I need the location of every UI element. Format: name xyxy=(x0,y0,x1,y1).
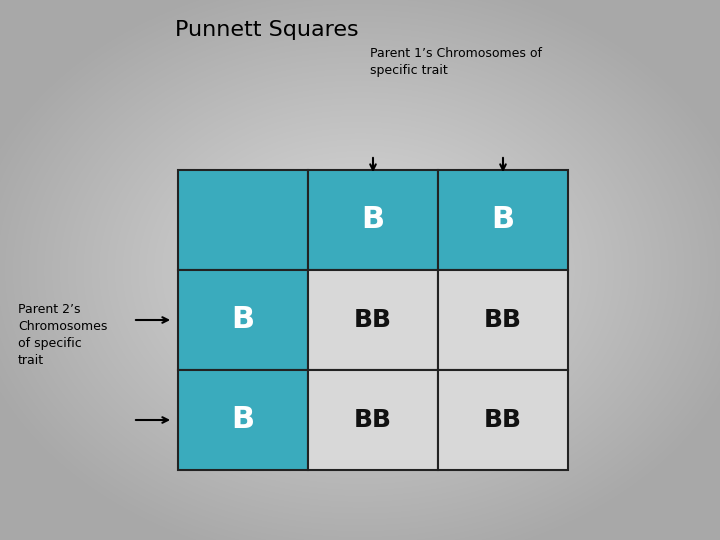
Bar xyxy=(308,270,438,370)
Text: BB: BB xyxy=(354,308,392,332)
Bar xyxy=(308,370,438,470)
Bar xyxy=(438,370,568,470)
Text: BB: BB xyxy=(484,408,522,432)
Bar xyxy=(438,270,568,370)
Text: BB: BB xyxy=(484,308,522,332)
Bar xyxy=(178,270,308,370)
Bar xyxy=(438,170,568,270)
Text: B: B xyxy=(492,206,515,234)
Bar xyxy=(178,170,308,270)
Bar xyxy=(178,370,308,470)
Text: B: B xyxy=(231,306,255,334)
Text: Parent 2’s
Chromosomes
of specific
trait: Parent 2’s Chromosomes of specific trait xyxy=(18,303,107,367)
Text: B: B xyxy=(231,406,255,435)
Text: Punnett Squares: Punnett Squares xyxy=(175,20,359,40)
Text: Parent 1’s Chromosomes of
specific trait: Parent 1’s Chromosomes of specific trait xyxy=(370,47,542,77)
Bar xyxy=(308,170,438,270)
Text: B: B xyxy=(361,206,384,234)
Text: BB: BB xyxy=(354,408,392,432)
